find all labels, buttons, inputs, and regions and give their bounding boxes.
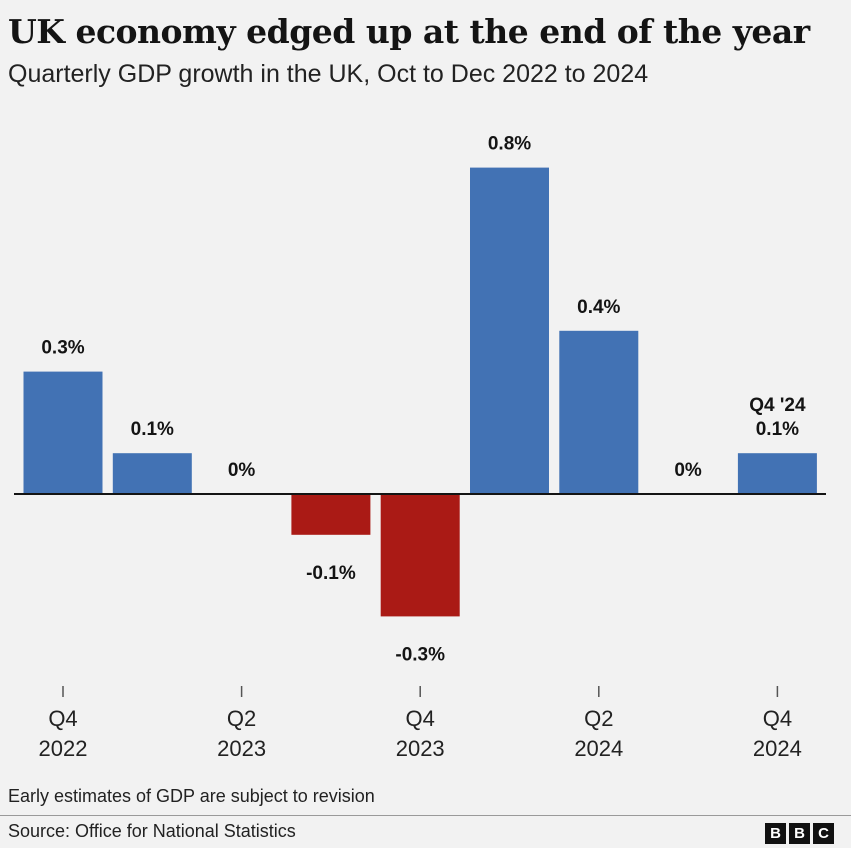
highlight-label: Q4 '24 [749, 395, 806, 416]
x-tick-label-0-line1: Q4 [48, 706, 77, 731]
value-label-4: -0.3% [395, 644, 445, 665]
bar-0 [23, 371, 103, 494]
value-label-1: 0.1% [131, 419, 174, 440]
x-tick-label-4-line1: Q4 [763, 706, 792, 731]
bbc-logo: B B C [765, 823, 834, 844]
x-tick-label-4-line2: 2024 [753, 736, 802, 761]
value-label-6: 0.4% [577, 297, 620, 318]
bar-8 [737, 453, 817, 494]
bar-4 [380, 494, 460, 617]
bar-chart: 0.3% 0.1% 0% -0.1% -0.3% 0.8% 0.4% 0% 0.1% Q4 '24… [14, 134, 826, 761]
x-tick-label-3-line2: 2024 [574, 736, 623, 761]
footer-divider [0, 815, 851, 816]
bbc-logo-letter-2: B [789, 823, 810, 844]
x-tick-label-0-line2: 2022 [39, 736, 88, 761]
value-label-3: -0.1% [306, 563, 356, 584]
bbc-logo-letter-1: B [765, 823, 786, 844]
value-label-7: 0% [674, 460, 702, 481]
bar-5 [470, 167, 549, 494]
x-tick-label-1-line1: Q2 [227, 706, 256, 731]
chart-title: UK economy edged up at the end of the ye… [8, 12, 810, 51]
x-tick-label-2-line2: 2023 [396, 736, 445, 761]
bar-1 [112, 453, 192, 494]
value-label-0: 0.3% [41, 338, 84, 359]
bbc-logo-letter-3: C [813, 823, 834, 844]
chart-subtitle: Quarterly GDP growth in the UK, Oct to D… [8, 60, 649, 88]
revision-note: Early estimates of GDP are subject to re… [8, 786, 375, 806]
x-tick-label-1-line2: 2023 [217, 736, 266, 761]
x-tick-label-3-line1: Q2 [584, 706, 613, 731]
value-label-2: 0% [228, 460, 256, 481]
bar-6 [559, 330, 639, 494]
value-label-8: 0.1% [756, 419, 799, 440]
value-label-5: 0.8% [488, 134, 531, 155]
x-tick-label-2-line1: Q4 [406, 706, 435, 731]
source-text: Source: Office for National Statistics [8, 821, 296, 841]
bar-3 [291, 494, 371, 535]
